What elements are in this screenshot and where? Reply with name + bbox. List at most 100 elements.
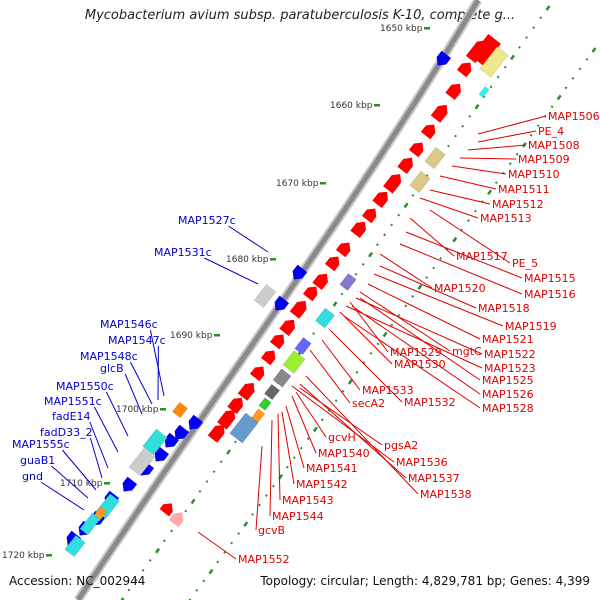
leader-line <box>89 421 109 469</box>
gene-label-right: MAP1536 <box>396 456 448 469</box>
tick-dot-outer <box>278 473 284 480</box>
tick-dot-inner <box>545 5 551 11</box>
feature-box <box>339 273 357 291</box>
forward-gene-arrow <box>312 273 328 290</box>
forward-gene-arrow <box>408 142 424 158</box>
forward-gene-arrow <box>168 512 184 528</box>
gene-label-right: MAP1519 <box>505 320 557 333</box>
tick-dot-outer <box>529 133 533 137</box>
tick-dot-outer <box>591 47 597 53</box>
tick-dot-inner <box>397 213 401 217</box>
leader-line <box>343 315 481 409</box>
tick-dot-outer <box>397 314 401 317</box>
tick-dot-outer <box>334 399 338 403</box>
tick-dot-outer <box>265 494 268 497</box>
ruler-tick-mark <box>320 182 326 185</box>
ruler-tick-label: 1670 kbp <box>276 179 319 189</box>
tick-dot-inner <box>510 54 515 61</box>
ruler-tick-mark <box>214 334 220 337</box>
gene-label-left: gnd <box>22 470 43 483</box>
tick-dot-inner <box>361 263 365 266</box>
tick-dot-inner <box>489 85 493 89</box>
leader-line <box>477 115 547 135</box>
feature-box <box>79 512 101 536</box>
forward-gene-arrow <box>279 319 295 336</box>
tick-dot-inner <box>376 243 379 247</box>
forward-gene-arrow <box>217 410 236 430</box>
leader-line <box>124 373 143 415</box>
tick-dot-outer <box>411 295 415 298</box>
tick-dot-outer <box>292 456 296 460</box>
forward-gene-arrow <box>159 503 173 517</box>
forward-gene-arrow <box>227 397 243 414</box>
feature-box <box>314 307 336 329</box>
tick-dot-inner <box>198 489 202 493</box>
leader-line <box>351 305 481 395</box>
tick-dot-outer <box>376 342 380 346</box>
forward-gene-arrow <box>289 300 307 319</box>
leader-line <box>379 265 477 309</box>
gene-label-right: MAP1512 <box>492 198 544 211</box>
gene-label-right: MAP1522 <box>484 348 536 361</box>
tick-dot-outer <box>487 189 493 196</box>
gene-label-right: gcvB <box>258 524 285 537</box>
gene-label-right: MAP1552 <box>238 553 290 566</box>
gene-label-left: MAP1550c <box>56 380 114 393</box>
leader-line <box>355 297 483 355</box>
forward-gene-arrow <box>324 256 340 272</box>
leader-line <box>277 413 281 501</box>
tick-dot-outer <box>216 560 220 564</box>
reverse-gene-arrow <box>436 50 452 66</box>
gene-label-right: MAP1533 <box>362 384 414 397</box>
tick-dot-inner <box>190 498 196 505</box>
forward-gene-arrow <box>302 286 318 302</box>
tick-dot-inner <box>170 529 173 533</box>
tick-dot-inner <box>532 26 536 30</box>
feature-box <box>294 337 312 355</box>
gene-label-left: MAP1527c <box>178 214 236 227</box>
forward-gene-arrow <box>420 124 436 140</box>
ruler-tick-mark <box>160 408 166 411</box>
gene-label-right: MAP1508 <box>528 139 580 152</box>
tick-dot-inner <box>312 332 315 335</box>
gene-label-right: MAP1510 <box>508 168 560 181</box>
feature-box <box>264 383 280 401</box>
tick-dot-outer <box>556 94 562 101</box>
forward-gene-arrow <box>397 157 413 174</box>
leader-line <box>359 291 451 352</box>
leader-line <box>149 329 165 397</box>
gene-label-right: mgtC <box>452 345 482 358</box>
leader-line <box>197 531 237 560</box>
gene-label-right: MAP1516 <box>524 288 576 301</box>
gene-label-right: MAP1506 <box>548 110 600 123</box>
leader-line <box>295 391 327 438</box>
feature-box <box>258 397 272 411</box>
gene-label-right: MAP1543 <box>282 494 334 507</box>
gene-label-right: MAP1525 <box>482 374 534 387</box>
reverse-gene-arrow <box>174 424 190 440</box>
ruler-tick-mark <box>270 258 276 261</box>
ruler-tick-label: 1710 kbp <box>60 479 103 489</box>
tick-dot-inner <box>234 440 237 444</box>
gene-label-left: MAP1546c <box>100 318 158 331</box>
topology-label: Topology: circular; Length: 4,829,781 bp… <box>260 574 590 588</box>
reverse-gene-arrow <box>164 432 180 448</box>
leader-line <box>429 189 491 205</box>
tick-dot-outer <box>299 446 303 450</box>
tick-dot-inner <box>340 292 344 296</box>
tick-dot-outer <box>202 579 206 583</box>
tick-dot-inner <box>134 578 138 582</box>
leader-line <box>269 419 273 517</box>
ruler-tick-label: 1650 kbp <box>380 24 423 34</box>
tick-dot-outer <box>515 152 519 156</box>
forward-gene-arrow <box>445 83 461 100</box>
leader-line <box>228 225 269 253</box>
tick-dot-outer <box>439 257 442 260</box>
tick-dot-inner <box>354 272 358 276</box>
tick-dot-outer <box>306 437 310 441</box>
tick-dot-outer <box>230 541 234 545</box>
leader-line <box>367 283 481 340</box>
tick-dot-outer <box>243 521 249 527</box>
tick-dot-inner <box>461 124 465 128</box>
